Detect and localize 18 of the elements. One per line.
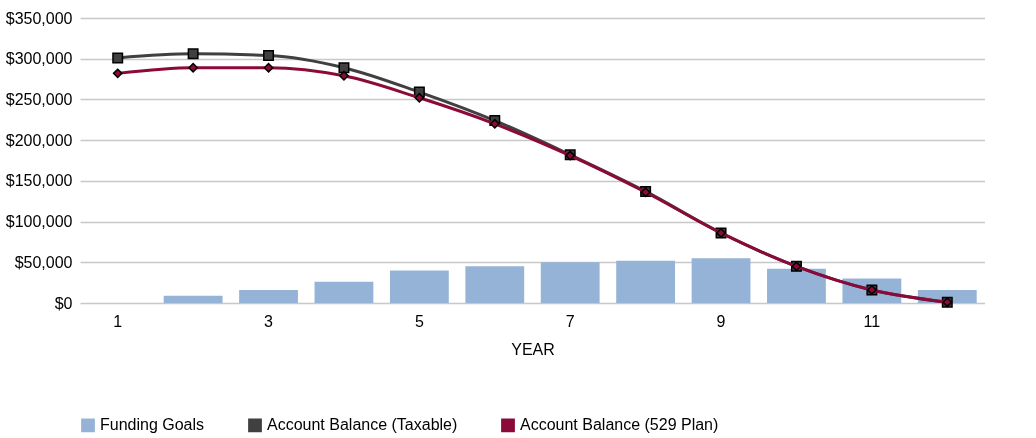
y-tick-label: $0 — [54, 294, 73, 312]
y-tick-label: $150,000 — [5, 172, 73, 190]
x-tick-label: 1 — [113, 312, 123, 330]
y-tick-label: $100,000 — [5, 213, 73, 231]
y-tick-label: $250,000 — [5, 90, 73, 108]
x-tick-label: 9 — [716, 312, 726, 330]
x-tick-label: 7 — [565, 312, 575, 330]
x-axis-title: YEAR — [511, 340, 555, 358]
x-tick-label: 11 — [863, 312, 881, 330]
legend-label: Account Balance (529 Plan) — [520, 416, 719, 434]
y-tick-label: $300,000 — [5, 50, 73, 68]
x-tick-label: 5 — [414, 312, 424, 330]
legend-label: Funding Goals — [100, 416, 205, 434]
y-tick-label: $50,000 — [14, 253, 73, 271]
legend-label: Account Balance (Taxable) — [267, 416, 458, 434]
y-tick-label: $200,000 — [5, 131, 73, 149]
x-tick-label: 3 — [264, 312, 274, 330]
y-tick-label: $350,000 — [5, 9, 73, 27]
